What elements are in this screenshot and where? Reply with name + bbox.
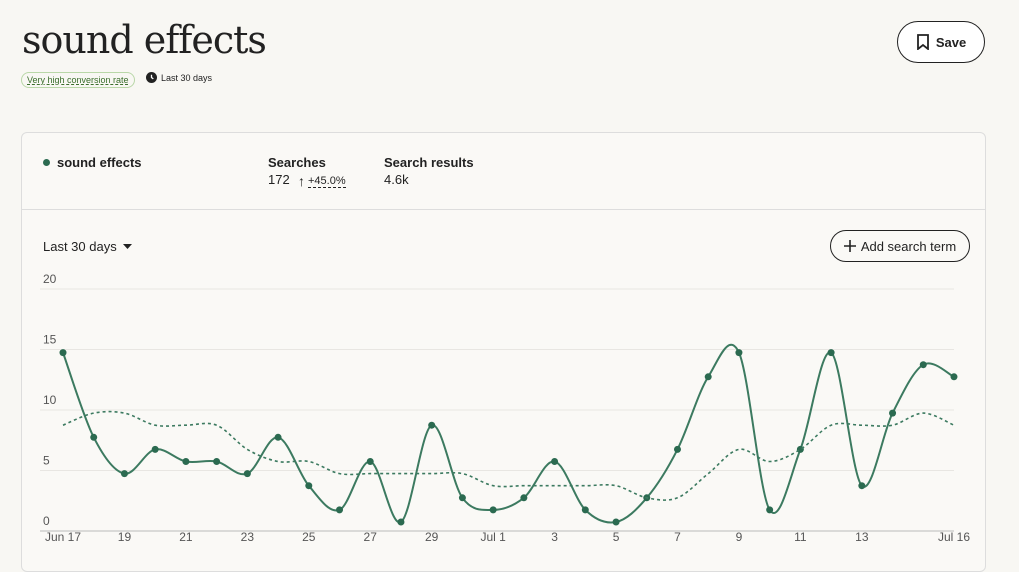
x-tick-label: 21 bbox=[179, 530, 193, 544]
data-point bbox=[458, 494, 466, 502]
card bbox=[21, 132, 986, 572]
data-point bbox=[489, 506, 497, 514]
chart: 0 5 10 15 20 Jun 17 19 21 23 25 27 29 Jul 1 3 5 7 9 11 13 J… bbox=[40, 272, 970, 544]
separator bbox=[22, 209, 985, 210]
clock-icon bbox=[146, 72, 157, 83]
page-title: sound effects bbox=[22, 18, 267, 62]
data-point bbox=[336, 506, 344, 514]
range-dropdown[interactable]: Last 30 days bbox=[43, 239, 132, 254]
data-point bbox=[766, 506, 774, 514]
series-line bbox=[62, 410, 955, 501]
data-point bbox=[182, 458, 190, 465]
data-point bbox=[59, 349, 67, 357]
y-tick-label: 5 bbox=[43, 454, 50, 468]
data-point bbox=[90, 433, 98, 441]
x-tick-label: 11 bbox=[794, 530, 807, 544]
data-point bbox=[735, 349, 743, 357]
x-tick-label: 5 bbox=[613, 530, 620, 544]
legend-label: sound effects bbox=[57, 155, 142, 170]
x-tick-label: 29 bbox=[425, 530, 439, 544]
data-point bbox=[151, 445, 159, 453]
results-label: Search results bbox=[384, 155, 474, 170]
save-button[interactable]: Save bbox=[897, 21, 985, 63]
plus-icon bbox=[843, 240, 856, 252]
x-tick-label: 23 bbox=[241, 530, 255, 544]
data-point bbox=[428, 421, 436, 429]
period: Last 30 days bbox=[146, 72, 212, 83]
badge: Very high conversion rate bbox=[21, 72, 135, 88]
data-point bbox=[213, 458, 221, 465]
x-tick-label: 19 bbox=[118, 530, 132, 544]
caret bbox=[122, 243, 132, 249]
data-point bbox=[520, 494, 528, 502]
y-tick-label: 15 bbox=[43, 333, 57, 347]
page: sound effects Very high conversion rate … bbox=[21, 18, 986, 572]
data-point bbox=[919, 361, 927, 369]
x-tick-label: Jul 1 bbox=[480, 530, 506, 544]
data-point bbox=[366, 458, 374, 465]
x-tick-label: 27 bbox=[364, 530, 378, 544]
data-point bbox=[120, 470, 128, 478]
y-tick-label: 0 bbox=[43, 514, 50, 528]
data-point bbox=[889, 409, 897, 417]
change: ↑ +45.0% bbox=[298, 173, 346, 189]
x-tick-label: Jul 16 bbox=[938, 530, 970, 544]
x-tick-label: 7 bbox=[674, 530, 681, 544]
y-tick-label: 10 bbox=[43, 393, 57, 407]
bookmark-icon bbox=[916, 34, 929, 50]
x-tick-label: Jun 17 bbox=[45, 530, 81, 544]
data-point bbox=[858, 482, 866, 490]
change-value: +45.0% bbox=[308, 174, 346, 188]
data-point bbox=[827, 349, 835, 357]
data-point bbox=[581, 506, 589, 514]
data-point bbox=[673, 445, 681, 453]
x-tick-label: 25 bbox=[302, 530, 316, 544]
searches-value: 172 bbox=[268, 172, 290, 187]
add-label: Add search term bbox=[860, 238, 957, 254]
period-text: Last 30 days bbox=[161, 72, 213, 83]
legend-dot bbox=[43, 159, 50, 166]
results-value: 4.6k bbox=[384, 172, 409, 187]
x-tick-label: 3 bbox=[551, 530, 558, 544]
x-tick-label: 13 bbox=[855, 530, 869, 544]
searches-label: Searches bbox=[268, 155, 326, 170]
data-point bbox=[950, 373, 958, 381]
data-point bbox=[612, 518, 620, 526]
legend: sound effects bbox=[43, 155, 142, 170]
data-point bbox=[274, 433, 282, 441]
arrow-up: ↑ bbox=[298, 173, 305, 189]
range-label: Last 30 days bbox=[43, 239, 117, 254]
x-tick-label: 9 bbox=[736, 530, 743, 544]
series-line bbox=[62, 343, 955, 524]
data-point bbox=[243, 470, 251, 478]
data-point bbox=[551, 458, 559, 465]
y-tick-label: 20 bbox=[43, 272, 57, 286]
data-point bbox=[704, 373, 712, 381]
save-label: Save bbox=[935, 34, 967, 50]
add-button[interactable]: Add search term bbox=[830, 230, 970, 262]
data-point bbox=[397, 518, 405, 526]
data-point bbox=[305, 482, 313, 490]
